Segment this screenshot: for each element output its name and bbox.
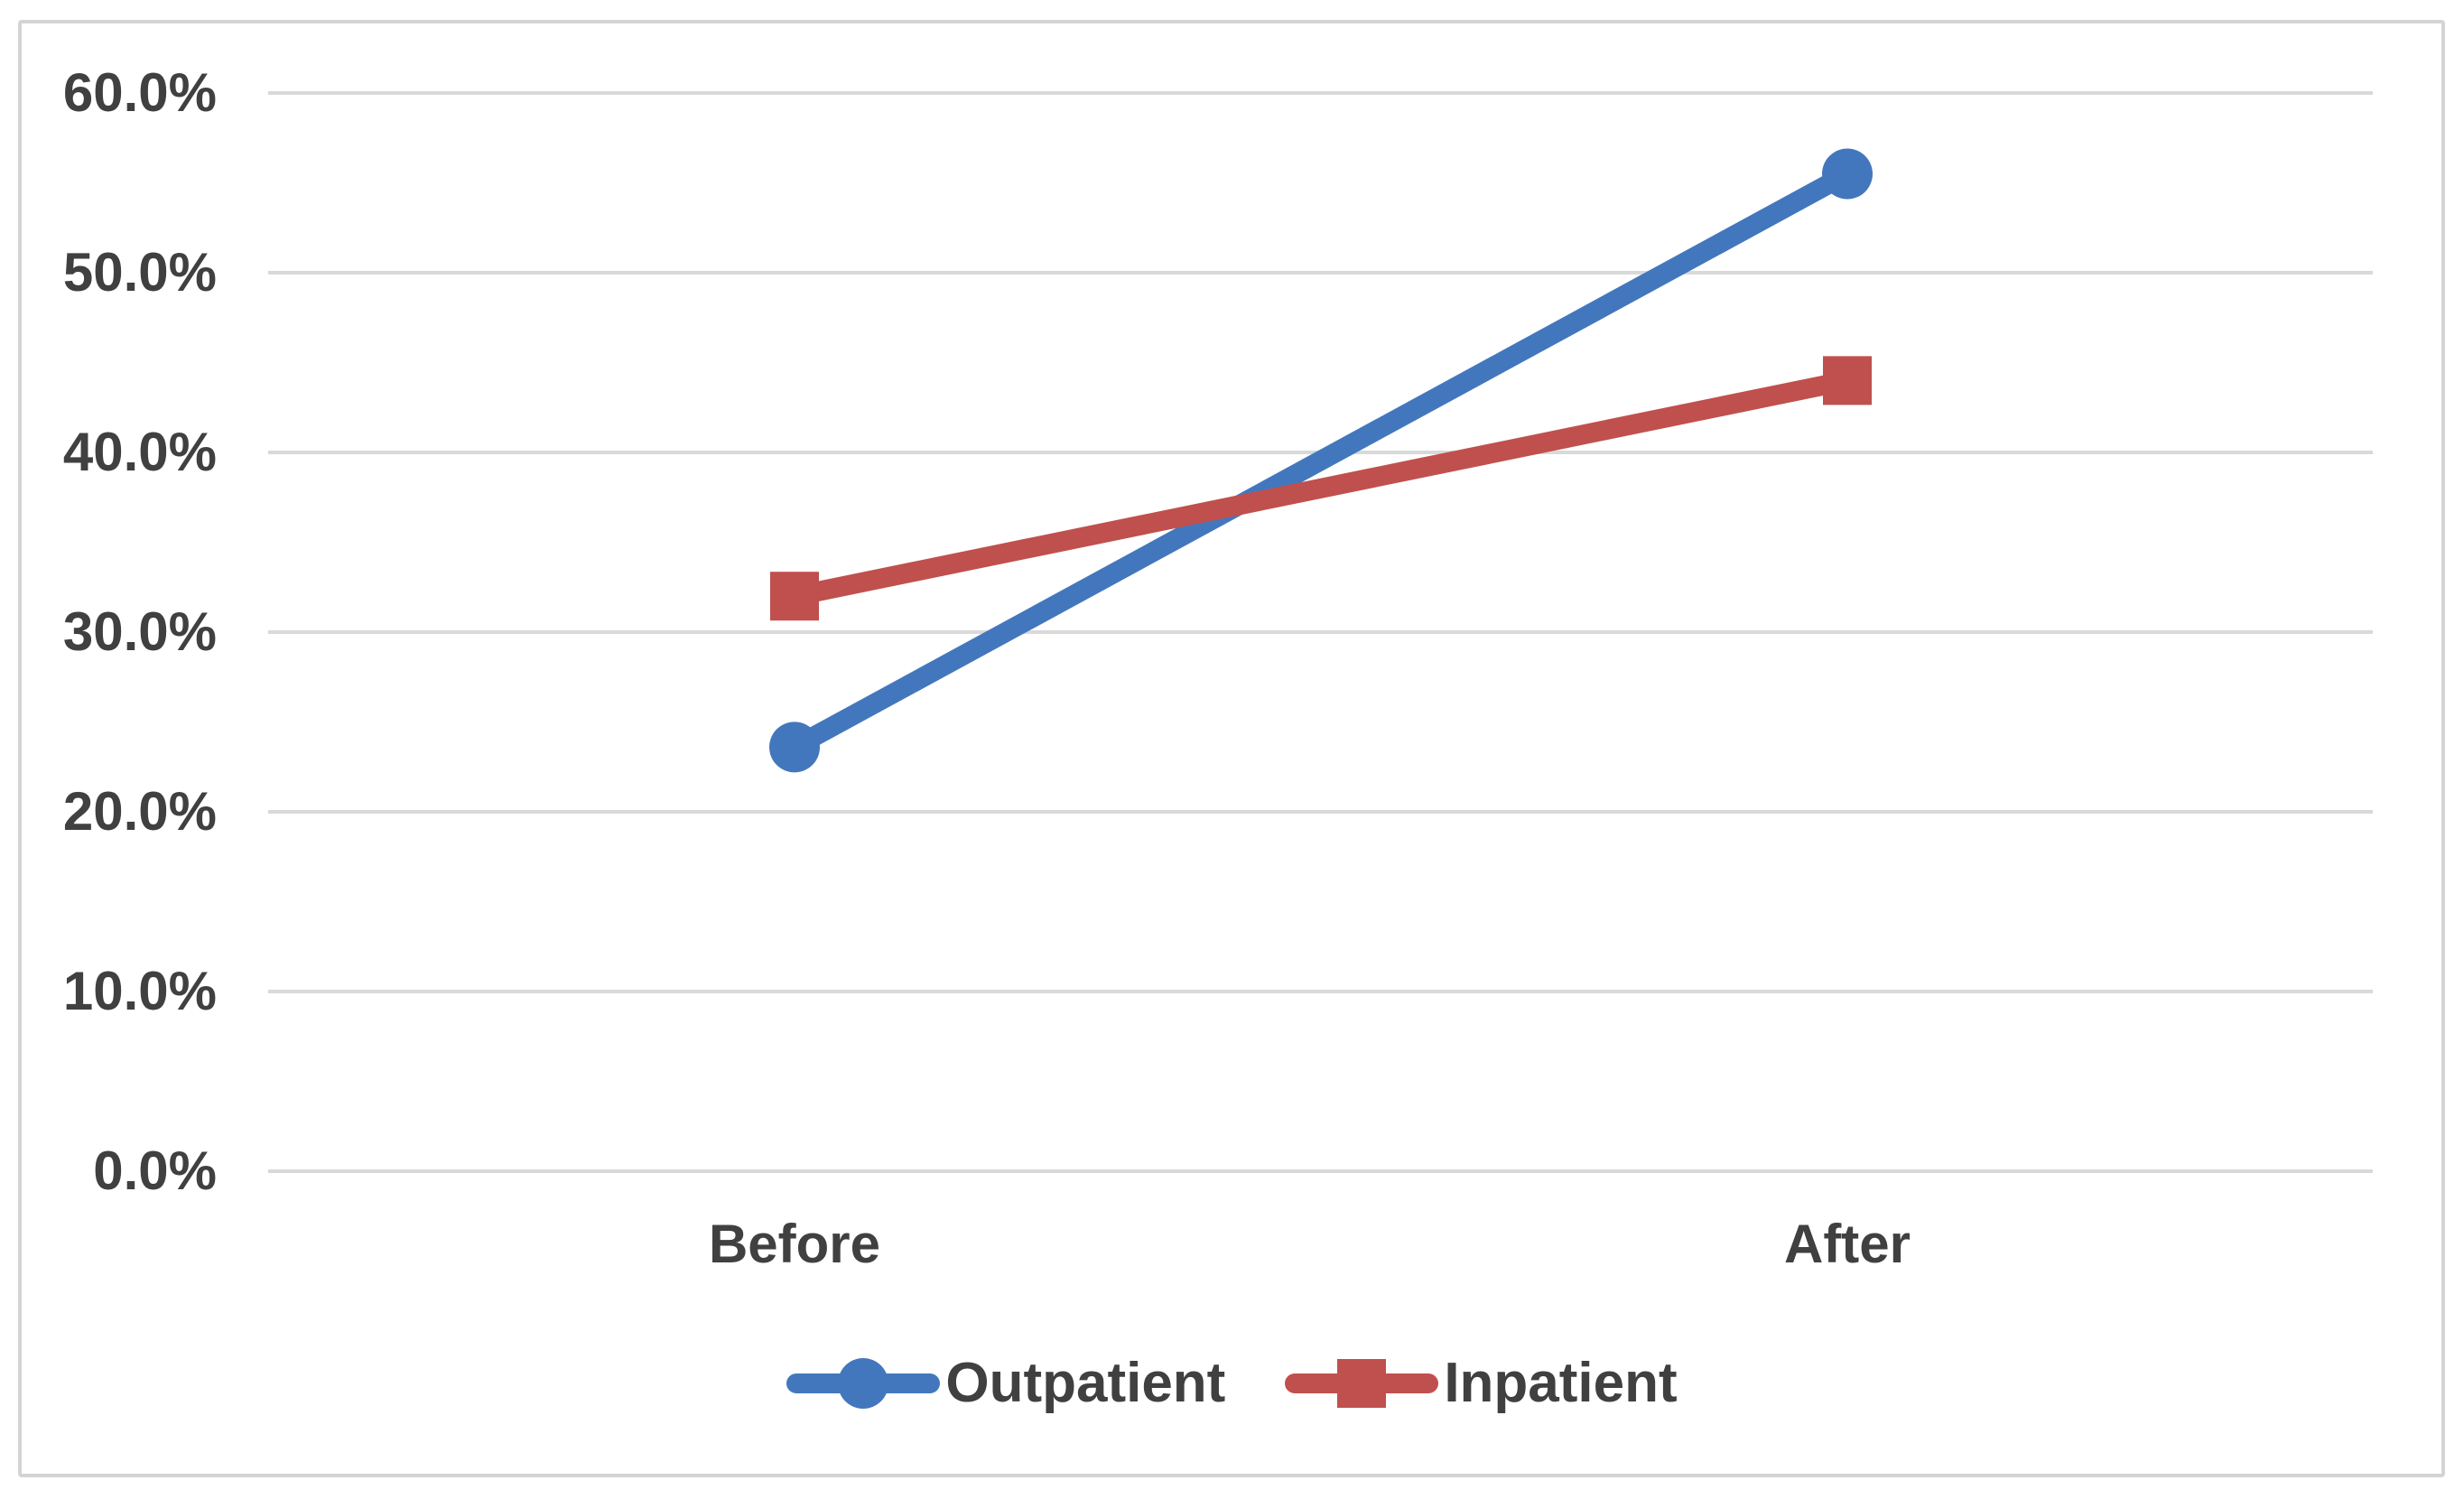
legend-marker-square-icon: [1337, 1359, 1387, 1408]
y-axis-tick-label: 60.0%: [62, 62, 217, 123]
data-point-marker-outpatient: [1822, 148, 1873, 200]
y-axis-tick-label: 50.0%: [62, 242, 217, 303]
y-axis-tick-label: 10.0%: [62, 961, 217, 1021]
y-axis-tick-label: 30.0%: [62, 601, 217, 662]
legend-swatch-circle-icon: [786, 1352, 941, 1415]
data-point-marker-outpatient: [769, 722, 820, 773]
legend-item-inpatient: Inpatient: [1285, 1352, 1678, 1415]
legend-label: Inpatient: [1444, 1352, 1678, 1414]
legend-swatch-square-icon: [1285, 1352, 1439, 1415]
legend-marker-circle-icon: [838, 1358, 889, 1409]
series-layer: [769, 148, 1873, 773]
y-axis-tick-label: 0.0%: [93, 1141, 217, 1201]
y-axis-tick-label: 20.0%: [62, 781, 217, 842]
y-axis-tick-label: 40.0%: [62, 422, 217, 482]
series-line-outpatient: [789, 164, 1853, 757]
data-point-marker-inpatient: [770, 572, 819, 621]
x-axis-category-label: After: [1783, 1214, 1911, 1274]
chart-border: [18, 20, 2445, 1477]
legend-label: Outpatient: [945, 1352, 1226, 1414]
gridlines: [268, 91, 2373, 1173]
legend-item-outpatient: Outpatient: [786, 1352, 1225, 1415]
series-line-inpatient: [792, 370, 1850, 606]
legend: Outpatient Inpatient: [0, 1347, 2464, 1420]
data-point-marker-inpatient: [1823, 356, 1872, 405]
x-axis-category-label: Before: [708, 1214, 881, 1274]
